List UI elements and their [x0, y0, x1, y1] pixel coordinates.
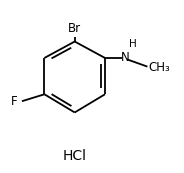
- Text: Br: Br: [68, 22, 81, 35]
- Text: N: N: [121, 51, 129, 65]
- Text: H: H: [129, 39, 137, 49]
- Text: HCl: HCl: [63, 149, 87, 163]
- Text: CH₃: CH₃: [148, 61, 170, 74]
- Text: F: F: [11, 95, 18, 108]
